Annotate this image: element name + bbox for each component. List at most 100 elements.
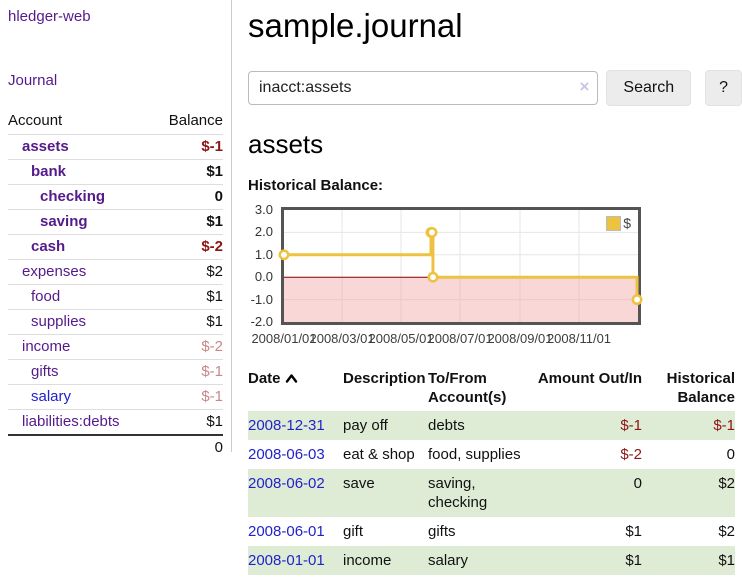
x-axis-tick-label: 2008/05/01	[368, 331, 434, 346]
search-input-wrap: ×	[248, 71, 599, 105]
account-row: salary $-1	[8, 385, 223, 410]
accounts-header-balance: Balance	[168, 112, 223, 129]
account-row: bank $1	[8, 160, 223, 185]
transaction-amount: 0	[633, 475, 642, 492]
transaction-date-link[interactable]: 2008-06-01	[248, 523, 325, 540]
account-row: liabilities:debts $1	[8, 410, 223, 436]
search-bar: × Search ?	[248, 70, 742, 106]
x-axis-tick-label: 2008/01/01	[251, 331, 317, 346]
accounts-header-account: Account	[8, 112, 63, 129]
y-axis-tick-label: 1.0	[254, 246, 273, 262]
account-balance: $-1	[201, 388, 223, 405]
account-balance: 0	[214, 188, 223, 205]
transaction-description: income	[343, 552, 392, 569]
x-axis-tick-label: 2008/11/01	[546, 331, 612, 346]
transaction-balance: $2	[718, 475, 735, 492]
chart-canvas	[278, 210, 643, 322]
sidebar: hledger-web Journal Account Balance asse…	[0, 0, 232, 460]
register-header-date-label: Date	[248, 370, 281, 387]
transaction-amount: $1	[625, 552, 642, 569]
account-row: saving $1	[8, 210, 223, 235]
account-row: cash $-2	[8, 235, 223, 260]
register-header-accounts: To/From Account(s)	[428, 370, 507, 406]
transaction-amount: $1	[625, 523, 642, 540]
transaction-description: gift	[343, 523, 364, 540]
account-link-cash[interactable]: cash	[31, 238, 66, 255]
account-link-saving[interactable]: saving	[40, 213, 88, 230]
transaction-date-link[interactable]: 2008-01-01	[248, 552, 325, 569]
accounts-header-row: Account Balance	[8, 108, 223, 135]
sort-asc-icon	[285, 374, 297, 383]
clear-search-icon[interactable]: ×	[579, 77, 590, 96]
register-table: Date Description To/From Account(s) Amou…	[248, 365, 735, 575]
account-balance: $-2	[201, 338, 223, 355]
account-row: supplies $1	[8, 310, 223, 335]
account-link-bank[interactable]: bank	[31, 163, 67, 180]
account-balance: $-2	[201, 238, 223, 255]
transaction-balance: $2	[718, 523, 735, 540]
transaction-accounts: saving, checking	[428, 475, 488, 511]
account-link-income[interactable]: income	[22, 338, 71, 355]
account-heading: assets	[248, 129, 324, 159]
transaction-amount: $-2	[620, 446, 642, 463]
legend-swatch-icon	[606, 215, 622, 231]
chart-x-axis: 2008/01/01 2008/03/01 2008/05/01 2008/07/01…	[248, 331, 658, 347]
sidebar-item-journal[interactable]: Journal	[8, 72, 58, 89]
app-title-link[interactable]: hledger-web	[8, 8, 91, 25]
accounts-table: Account Balance assets $-1 bank $1 check…	[8, 108, 223, 460]
account-row: gifts $-1	[8, 360, 223, 385]
x-axis-tick-label: 2008/03/01	[309, 331, 375, 346]
account-balance: $1	[206, 213, 223, 230]
register-row: 2008-01-01 income salary $1 $1	[248, 546, 735, 575]
transaction-balance: 0	[726, 446, 735, 463]
legend-label: $	[623, 215, 631, 231]
transaction-accounts: salary	[428, 552, 469, 569]
transaction-accounts: food, supplies	[428, 446, 521, 463]
historical-balance-chart: 3.0 2.0 1.0 0.0 -1.0 -2.0 $ 2008/01/01 2008/03…	[248, 202, 658, 349]
account-balance: $1	[206, 163, 223, 180]
transaction-description: eat & shop	[343, 446, 415, 463]
y-axis-tick-label: -2.0	[250, 314, 273, 329]
search-help-button[interactable]: ?	[705, 70, 742, 106]
transaction-description: pay off	[343, 417, 388, 434]
account-link-liabilities-debts[interactable]: liabilities:debts	[22, 413, 120, 430]
transaction-description: save	[343, 475, 375, 492]
account-link-checking[interactable]: checking	[40, 188, 106, 205]
account-link-salary[interactable]: salary	[31, 388, 72, 405]
account-balance: $-1	[201, 138, 223, 155]
account-link-gifts[interactable]: gifts	[31, 363, 59, 380]
account-link-expenses[interactable]: expenses	[22, 263, 87, 280]
register-header-description: Description	[343, 370, 426, 387]
account-link-food[interactable]: food	[31, 288, 61, 305]
account-balance: $-1	[201, 363, 223, 380]
page-title: sample.journal	[248, 7, 463, 44]
account-balance: $1	[206, 413, 223, 430]
register-row: 2008-06-01 gift gifts $1 $2	[248, 517, 735, 546]
account-row: food $1	[8, 285, 223, 310]
account-row: income $-2	[8, 335, 223, 360]
account-row: checking 0	[8, 185, 223, 210]
search-input[interactable]	[248, 71, 599, 105]
transaction-accounts: gifts	[428, 523, 456, 540]
transaction-date-link[interactable]: 2008-12-31	[248, 417, 325, 434]
y-axis-tick-label: 0.0	[254, 269, 273, 285]
transaction-accounts: debts	[428, 417, 465, 434]
x-axis-tick-label: 2008/09/01	[487, 331, 553, 346]
main-content: sample.journal × Search ? assets Histori…	[248, 0, 742, 575]
transaction-date-link[interactable]: 2008-06-03	[248, 446, 325, 463]
y-axis-tick-label: 2.0	[254, 224, 273, 240]
register-header-amount: Amount Out/In	[537, 370, 642, 387]
transaction-date-link[interactable]: 2008-06-02	[248, 475, 325, 492]
account-link-assets[interactable]: assets	[22, 138, 69, 155]
register-header-date[interactable]: Date	[248, 365, 343, 411]
account-row: assets $-1	[8, 135, 223, 160]
account-row: expenses $2	[8, 260, 223, 285]
account-link-supplies[interactable]: supplies	[31, 313, 87, 330]
search-button[interactable]: Search	[606, 70, 692, 106]
chart-y-axis: 3.0 2.0 1.0 0.0 -1.0 -2.0	[248, 202, 276, 329]
transaction-amount: $-1	[620, 417, 642, 434]
register-header-row: Date Description To/From Account(s) Amou…	[248, 365, 735, 411]
chart-title: Historical Balance:	[248, 177, 384, 194]
register-row: 2008-12-31 pay off debts $-1 $-1	[248, 411, 735, 440]
accounts-total-row: 0	[8, 434, 223, 460]
